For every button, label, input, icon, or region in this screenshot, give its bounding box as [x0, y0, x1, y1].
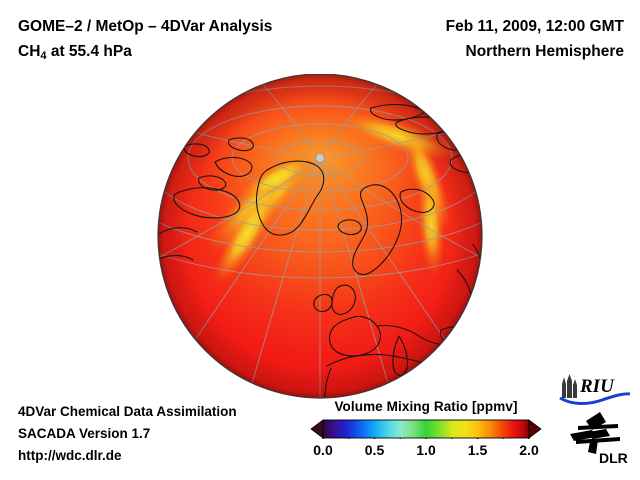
species-prefix: CH	[18, 43, 41, 60]
colorbar-tick-labels: 0.0 0.5 1.0 1.5 2.0	[310, 442, 542, 462]
limb-shading	[158, 74, 482, 398]
riu-wordmark: RIU	[579, 376, 615, 397]
footer-line-assimilation: 4DVar Chemical Data Assimilation	[18, 404, 237, 419]
colorbar-tick-label: 1.5	[467, 442, 488, 458]
north-pole-marker	[315, 153, 325, 163]
colorbar-tick-label: 1.0	[416, 442, 436, 458]
colorbar-gradient	[322, 419, 530, 439]
riu-logo: RIU	[558, 374, 632, 406]
footer-text-block: 4DVar Chemical Data Assimilation SACADA …	[18, 401, 237, 467]
dlr-logo: DLR	[566, 410, 630, 466]
colorbar-tick-label: 2.0	[519, 442, 539, 458]
species-subscript: 4	[40, 50, 47, 62]
riu-towers-icon	[562, 374, 577, 398]
colorbar-high-arrow	[528, 419, 542, 439]
header-left-block: GOME–2 / MetOp – 4DVar Analysis CH4 at 5…	[18, 14, 272, 69]
dlr-mark-icon	[570, 412, 620, 454]
colorbar-low-arrow	[310, 419, 324, 439]
footer-line-version: SACADA Version 1.7	[18, 426, 151, 441]
species-level-label: CH4 at 55.4 hPa	[18, 39, 272, 69]
header-right-block: Feb 11, 2009, 12:00 GMT Northern Hemisph…	[446, 14, 624, 64]
globe-outline	[157, 74, 483, 399]
colorbar-tick-label: 0.5	[364, 442, 385, 458]
page-title: GOME–2 / MetOp – 4DVar Analysis	[18, 18, 273, 35]
riu-wave-icon	[559, 392, 631, 405]
colorbar: Volume Mixing Ratio [ppmv]	[310, 399, 542, 462]
species-suffix: at 55.4 hPa	[46, 43, 132, 60]
globe-map	[155, 74, 485, 400]
region-label: Northern Hemisphere	[465, 43, 624, 60]
footer-line-url: http://wdc.dlr.de	[18, 448, 122, 463]
colorbar-graphic	[310, 419, 542, 443]
dlr-wordmark: DLR	[599, 450, 628, 466]
timestamp-label: Feb 11, 2009, 12:00 GMT	[445, 18, 624, 35]
colorbar-tick-label: 0.0	[313, 442, 333, 458]
colorbar-title: Volume Mixing Ratio [ppmv]	[334, 399, 518, 414]
